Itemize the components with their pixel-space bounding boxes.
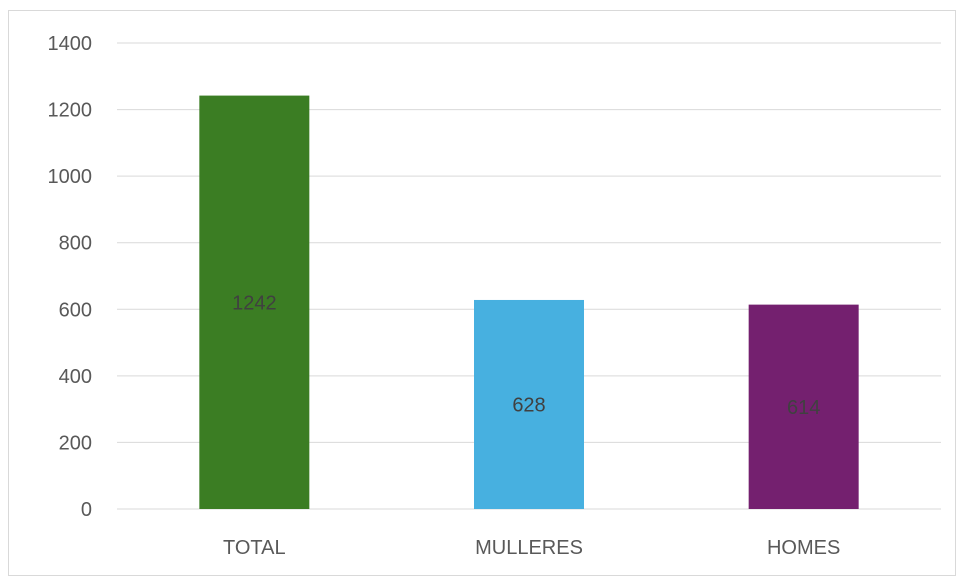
y-tick-label: 400 [59, 366, 92, 388]
y-tick-label: 200 [59, 432, 92, 454]
bar-homes [748, 304, 859, 509]
x-axis: TOTAL MULLERES HOMES [223, 537, 840, 559]
bars [199, 95, 859, 509]
data-labels: 1242 628 614 [232, 292, 820, 419]
data-label-total: 1242 [232, 292, 277, 314]
y-tick-label: 0 [81, 499, 92, 521]
data-label-homes: 614 [787, 397, 820, 419]
category-label-mulleres: MULLERES [475, 537, 583, 559]
y-tick-label: 800 [59, 233, 92, 255]
category-label-homes: HOMES [767, 537, 840, 559]
y-axis: 0 200 400 600 800 1000 1200 1400 [48, 33, 93, 521]
y-tick-label: 1400 [48, 33, 93, 55]
bar-total [199, 95, 310, 509]
bar-mulleres [474, 299, 584, 509]
y-tick-label: 1200 [48, 100, 93, 122]
y-tick-label: 600 [59, 299, 92, 321]
category-label-total: TOTAL [223, 537, 286, 559]
y-tick-label: 1000 [48, 166, 93, 188]
data-label-mulleres: 628 [512, 394, 545, 416]
